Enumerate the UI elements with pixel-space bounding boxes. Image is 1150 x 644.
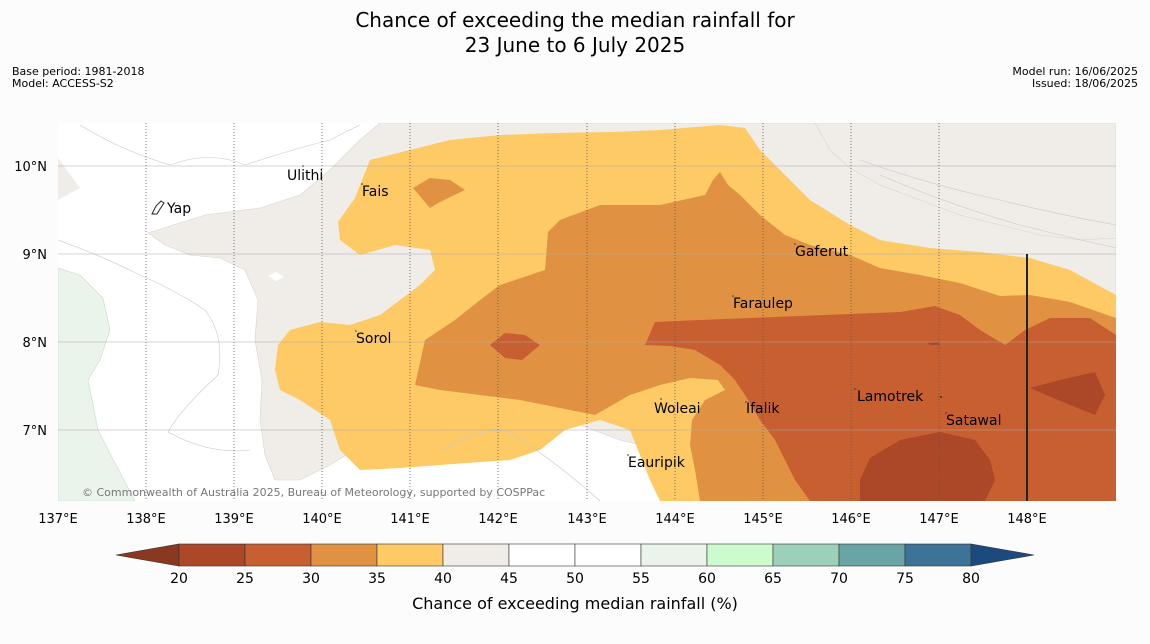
x-tick-label: 137°E [38, 512, 78, 527]
x-tick-label: 146°E [831, 512, 871, 527]
colorbar-cell [772, 543, 840, 567]
colorbar-tick-label: 60 [698, 571, 716, 587]
place-label-yap: Yap [166, 201, 191, 217]
x-tick-label: 140°E [302, 512, 342, 527]
meta-right: Model run: 16/06/2025 Issued: 18/06/2025 [1012, 66, 1138, 90]
place-labels: Yap Ulithi Fais Sorol Gaferut Faraulep W… [166, 168, 1001, 471]
issued-text: Issued: 18/06/2025 [1031, 77, 1138, 90]
colorbar-tick-label: 80 [962, 571, 980, 587]
contour-line [79, 124, 361, 166]
colorbar-tick-label: 55 [632, 571, 650, 587]
region-55-60-west [58, 267, 136, 501]
contour-line [859, 159, 1116, 226]
place-label-gaferut: Gaferut [795, 244, 849, 260]
colorbar-cell [310, 543, 378, 567]
title-line-2: 23 June to 6 July 2025 [464, 33, 686, 57]
colorbar-tick-label: 35 [368, 571, 386, 587]
contour-line [58, 239, 251, 452]
x-tick-label: 141°E [390, 512, 430, 527]
colorbar-tick-label: 65 [764, 571, 782, 587]
meta-left: Base period: 1981-2018 Model: ACCESS-S2 [12, 66, 144, 90]
model-text: Model: ACCESS-S2 [12, 77, 114, 90]
map-panel: Yap Ulithi Fais Sorol Gaferut Faraulep W… [58, 123, 1116, 501]
longitude-gridlines [145, 123, 940, 501]
x-tick-label: 145°E [743, 512, 783, 527]
colorbar-tick-label: 25 [236, 571, 254, 587]
x-tick-label: 147°E [919, 512, 959, 527]
colorbar: 20 25 30 35 40 45 50 55 60 65 70 75 80 [115, 543, 1035, 587]
colorbar-cell [640, 543, 708, 567]
x-tick-label: 143°E [567, 512, 607, 527]
x-tick-label: 142°E [478, 512, 518, 527]
region-25-30-small [490, 333, 540, 360]
place-label-lamotrek: Lamotrek [857, 389, 924, 405]
place-label-woleai: Woleai [654, 401, 701, 417]
place-label-ifalik: Ifalik [746, 401, 780, 417]
region-20-25-dot [928, 342, 940, 345]
place-label-fais: Fais [362, 184, 389, 200]
colorbar-cell [838, 543, 906, 567]
colorbar-over-triangle [970, 543, 1035, 567]
y-tick-label: 7°N [23, 424, 48, 439]
place-label-ulithi: Ulithi [287, 168, 323, 184]
base-period-text: Base period: 1981-2018 [12, 65, 145, 78]
colorbar-ticks: 20 25 30 35 40 45 50 55 60 65 70 75 80 [170, 571, 980, 587]
colorbar-tick-label: 50 [566, 571, 584, 587]
colorbar-under-triangle [115, 543, 180, 567]
place-label-faraulep: Faraulep [733, 296, 793, 312]
x-tick-label: 138°E [126, 512, 166, 527]
region-40-45 [58, 158, 80, 200]
colorbar-title: Chance of exceeding median rainfall (%) [412, 594, 738, 613]
contour-line [879, 174, 1116, 249]
colorbar-tick-label: 70 [830, 571, 848, 587]
place-label-sorol: Sorol [356, 331, 391, 347]
yap-island-icon [151, 200, 165, 215]
colorbar-tick-label: 30 [302, 571, 320, 587]
colorbar-cell [244, 543, 312, 567]
colorbar-tick-label: 40 [434, 571, 452, 587]
colorbar-tick-label: 45 [500, 571, 518, 587]
island-dots [302, 165, 947, 456]
x-tick-label: 139°E [214, 512, 254, 527]
colorbar-cell [508, 543, 576, 567]
place-label-eauripik: Eauripik [628, 455, 686, 471]
title-line-1: Chance of exceeding the median rainfall … [355, 8, 795, 32]
place-label-satawal: Satawal [946, 413, 1001, 429]
colorbar-cells [178, 543, 972, 567]
y-tick-label: 9°N [23, 248, 48, 263]
colorbar-cell [904, 543, 972, 567]
y-tick-labels: 10°N 9°N 8°N 7°N [14, 160, 47, 439]
model-run-text: Model run: 16/06/2025 [1012, 65, 1138, 78]
copyright-text: © Commonwealth of Australia 2025, Bureau… [82, 486, 545, 499]
x-tick-label: 148°E [1007, 512, 1047, 527]
colorbar-cell [376, 543, 444, 567]
region-20-25 [860, 432, 995, 501]
colorbar-cell [574, 543, 642, 567]
colorbar-cell [442, 543, 510, 567]
y-tick-label: 10°N [14, 160, 47, 175]
colorbar-cell [706, 543, 774, 567]
region-30-35-north [413, 178, 465, 208]
colorbar-cell [178, 543, 246, 567]
contour-line [439, 430, 601, 501]
x-tick-label: 144°E [655, 512, 695, 527]
y-tick-label: 8°N [23, 336, 48, 351]
colorbar-tick-label: 75 [896, 571, 914, 587]
chart-title: Chance of exceeding the median rainfall … [0, 8, 1150, 58]
region-40-45-island [268, 272, 284, 281]
region-20-25-east [1030, 372, 1105, 415]
x-tick-labels: 137°E 138°E 139°E 140°E 141°E 142°E 143°… [38, 512, 1047, 527]
colorbar-tick-label: 20 [170, 571, 188, 587]
